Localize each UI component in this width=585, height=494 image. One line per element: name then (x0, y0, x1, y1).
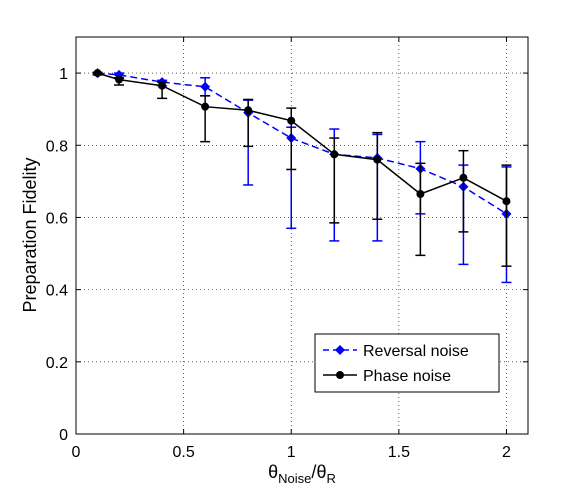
x-axis-theta-1: θ (268, 462, 278, 482)
y-axis-title: Preparation Fidelity (20, 157, 40, 312)
legend: Reversal noise Phase noise (314, 333, 500, 393)
legend-label-reversal: Reversal noise (363, 343, 469, 360)
data-point-phase (93, 69, 102, 78)
x-axis-theta-2: θ (316, 462, 326, 482)
data-point-phase (416, 189, 425, 198)
data-point-phase (158, 81, 167, 90)
x-axis-sub-1: Noise (278, 471, 311, 486)
x-axis-slash: / (311, 462, 316, 482)
x-axis-title: θNoise/θR (268, 462, 336, 486)
x-axis-sub-2: R (326, 471, 335, 486)
legend-box (314, 333, 500, 393)
plot-frame (75, 36, 529, 435)
series-line-reversal (97, 72, 507, 215)
y-tick-label: 0 (59, 427, 68, 444)
y-tick-label: 0.8 (46, 138, 68, 155)
legend-marker-phase (336, 371, 344, 379)
series-layer (92, 68, 512, 284)
data-point-phase (330, 150, 339, 159)
data-point-reversal (200, 81, 211, 92)
x-tick-label: 1 (287, 444, 296, 461)
data-point-phase (502, 197, 511, 206)
x-tick-label: 0.5 (172, 444, 194, 461)
legend-marker-reversal (335, 345, 345, 355)
legend-label-phase: Phase noise (363, 368, 451, 385)
data-point-phase (244, 106, 253, 115)
series-phase (92, 69, 512, 267)
data-point-phase (287, 116, 296, 125)
axis-ticks: 0 0.5 1 1.5 2 0 0.2 0.4 0.6 0.8 1 (46, 37, 528, 461)
x-tick-label: 0 (72, 444, 81, 461)
data-point-phase (459, 173, 468, 182)
data-point-phase (115, 75, 124, 84)
x-tick-label: 2 (502, 444, 511, 461)
x-tick-label: 1.5 (388, 444, 410, 461)
data-point-phase (373, 155, 382, 164)
y-tick-label: 1 (59, 66, 68, 83)
y-tick-label: 0.6 (46, 210, 68, 227)
data-point-phase (201, 102, 210, 111)
y-tick-label: 0.2 (46, 355, 68, 372)
y-tick-label: 0.4 (46, 283, 68, 300)
